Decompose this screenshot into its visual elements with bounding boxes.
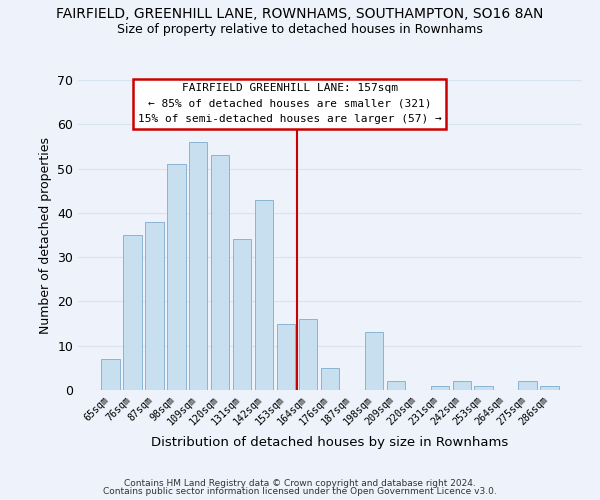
Text: Contains HM Land Registry data © Crown copyright and database right 2024.: Contains HM Land Registry data © Crown c… (124, 478, 476, 488)
X-axis label: Distribution of detached houses by size in Rownhams: Distribution of detached houses by size … (151, 436, 509, 448)
Bar (211, 156, 229, 390)
Bar (255, 200, 274, 390)
Bar (541, 386, 559, 390)
Text: Size of property relative to detached houses in Rownhams: Size of property relative to detached ho… (117, 22, 483, 36)
Y-axis label: Number of detached properties: Number of detached properties (38, 136, 52, 334)
Bar (299, 319, 317, 390)
Bar (518, 381, 537, 390)
Bar (320, 368, 340, 390)
Bar (475, 386, 493, 390)
Bar (386, 381, 405, 390)
Text: FAIRFIELD, GREENHILL LANE, ROWNHAMS, SOUTHAMPTON, SO16 8AN: FAIRFIELD, GREENHILL LANE, ROWNHAMS, SOU… (56, 8, 544, 22)
Bar (167, 164, 185, 390)
Bar (189, 142, 208, 390)
Bar (277, 324, 295, 390)
Bar (123, 235, 142, 390)
Bar (145, 222, 164, 390)
Bar (101, 359, 119, 390)
Text: FAIRFIELD GREENHILL LANE: 157sqm
← 85% of detached houses are smaller (321)
15% : FAIRFIELD GREENHILL LANE: 157sqm ← 85% o… (138, 83, 442, 124)
Bar (452, 381, 471, 390)
Bar (431, 386, 449, 390)
Text: Contains public sector information licensed under the Open Government Licence v3: Contains public sector information licen… (103, 487, 497, 496)
Bar (233, 240, 251, 390)
Bar (365, 332, 383, 390)
